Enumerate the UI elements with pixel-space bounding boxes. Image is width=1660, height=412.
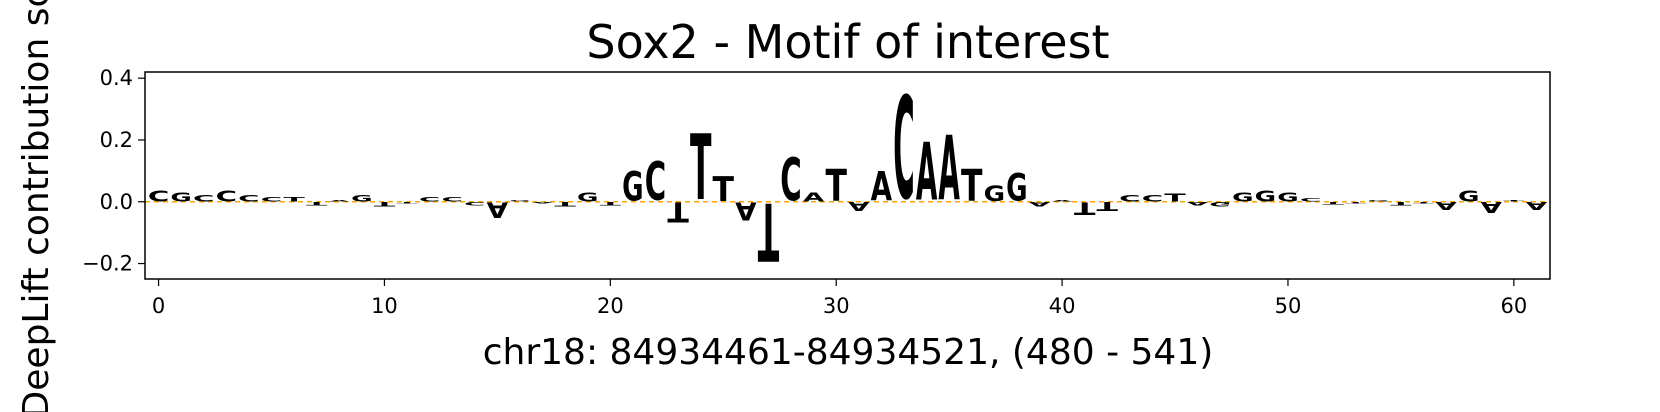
logo-letter-T: T: [1413, 201, 1436, 203]
logo-letter-A: A: [916, 127, 937, 219]
logo-letter-T: T: [961, 160, 982, 212]
logo-letter-C: C: [216, 189, 237, 205]
logo-letter-A: A: [1029, 200, 1051, 208]
logo-letter-G: G: [1368, 200, 1389, 202]
logo-letter-G: G: [1458, 187, 1479, 204]
logo-letter-G: G: [1209, 200, 1230, 207]
logo-letter-C: C: [893, 67, 914, 230]
logo-letter-C: C: [148, 189, 169, 205]
logo-letter-A: A: [735, 196, 757, 225]
x-tick-label: 30: [823, 294, 850, 318]
logo-letter-C: C: [464, 201, 485, 206]
logo-letter-A: A: [329, 200, 352, 202]
logo-letter-T: T: [1390, 201, 1412, 206]
logo-letter-G: G: [1006, 166, 1027, 210]
logo-letter-C: C: [238, 194, 259, 204]
x-tick-label: 40: [1049, 294, 1076, 318]
x-tick-label: 20: [597, 294, 624, 318]
logo-letter-T: T: [600, 201, 622, 206]
logo-letter-T: T: [554, 200, 576, 207]
logo-letter-C: C: [1300, 198, 1321, 203]
logo-letter-C: C: [1142, 194, 1163, 204]
chart-title: Sox2 - Motif of interest: [586, 15, 1109, 69]
x-tick-label: 60: [1500, 294, 1527, 318]
logo-letter-G: G: [577, 190, 598, 205]
y-tick-label: 0.0: [100, 190, 133, 214]
plot-area: 0 10 20 30 40 50 60−0.20.00.20.4C G C C C C T T A GT T C C…: [82, 66, 1550, 318]
logo-letter-T: T: [1097, 199, 1119, 214]
y-axis-label: DeepLift contribution score: [16, 0, 57, 412]
x-tick-label: 50: [1275, 294, 1302, 318]
y-tick-label: 0.4: [100, 66, 133, 90]
x-tick-label: 0: [152, 294, 165, 318]
logo-letter-A: A: [1187, 201, 1209, 206]
logo-letter-T: T: [825, 160, 846, 212]
logo-letter-C: C: [441, 196, 462, 203]
logo-letter-C: C: [419, 196, 440, 203]
logo-letter-G: G: [170, 190, 191, 205]
logo-letter-G: G: [622, 164, 643, 210]
logo-letter-G: G: [1277, 190, 1298, 205]
logo-letter-T: T: [396, 201, 419, 203]
logo-letter-A: A: [848, 199, 870, 214]
logo-letter-T: T: [1322, 201, 1345, 205]
logo-letter-C: C: [193, 194, 214, 204]
logo-letter-C: C: [780, 146, 801, 214]
logo-letter-A: A: [938, 118, 960, 221]
logo-letter-T: T: [690, 115, 711, 220]
logo-letter-G: G: [509, 200, 530, 202]
logo-letter-A: A: [1481, 198, 1503, 215]
logo-letter-C: C: [645, 153, 666, 214]
logo-letter-A: A: [487, 197, 508, 222]
logo-letter-T: T: [306, 201, 328, 206]
logo-letter-A: A: [803, 190, 825, 205]
logo-letter-A: A: [1051, 200, 1074, 202]
logo-letter-T: T: [374, 200, 396, 207]
logo-letter-G: G: [1255, 187, 1276, 204]
plot-frame: [144, 71, 1551, 280]
logo-letter-A: A: [871, 165, 893, 211]
logo-letter-A: A: [532, 201, 555, 203]
y-tick-label: 0.2: [100, 128, 133, 152]
x-tick-label: 10: [371, 294, 398, 318]
logo-letter-G: G: [351, 194, 372, 204]
logo-letter-T: T: [1503, 200, 1526, 202]
x-axis-label: chr18: 84934461-84934521, (480 - 541): [483, 332, 1214, 373]
logo-letter-A: A: [1435, 200, 1457, 212]
logo-letter-T: T: [283, 196, 305, 203]
logo-letter-G: G: [1232, 190, 1253, 205]
logo-letter-T: T: [1164, 192, 1185, 205]
logo-letter-T: T: [1074, 198, 1096, 217]
logo-letter-G: G: [984, 182, 1005, 207]
logo-letter-A: A: [1526, 200, 1548, 212]
logo-letter-C: C: [261, 196, 282, 203]
logo-letter-C: C: [1119, 194, 1140, 204]
logo-letter-T: T: [1345, 201, 1368, 203]
logo-letter-T: T: [713, 170, 734, 209]
logo-letter-T: T: [758, 184, 779, 276]
logo-letter-T: T: [667, 196, 688, 227]
y-tick-label: −0.2: [82, 252, 133, 276]
